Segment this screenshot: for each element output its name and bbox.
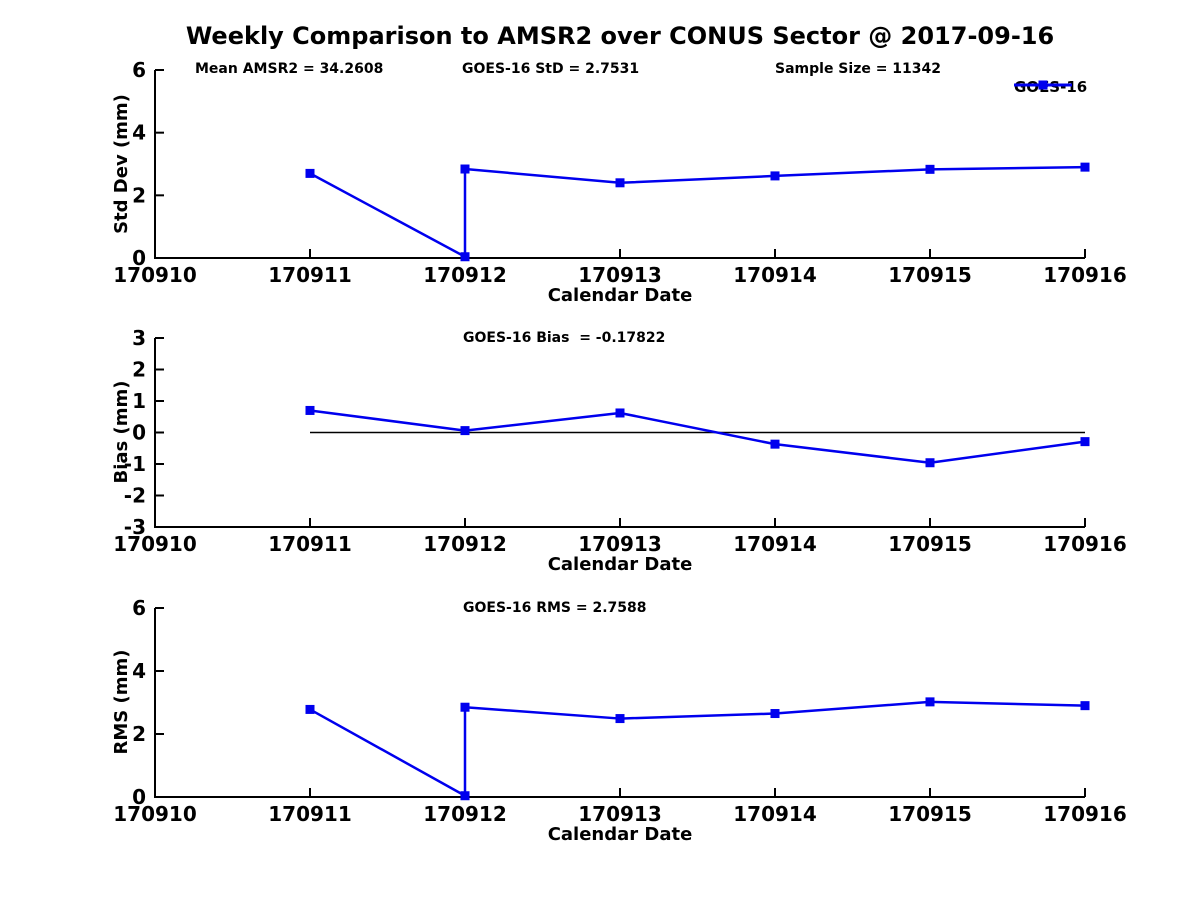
x-tick-label: 170916 <box>1043 263 1127 287</box>
xlabel-calendar-date-middle: Calendar Date <box>547 554 693 575</box>
annotation-goes16-rms: GOES-16 RMS = 2.7588 <box>463 600 647 616</box>
y-tick-label: 0 <box>132 246 146 270</box>
figure-title: Weekly Comparison to AMSR2 over CONUS Se… <box>185 22 1055 50</box>
data-marker <box>460 164 470 174</box>
y-tick-label: -1 <box>124 452 146 476</box>
x-tick-label: 170912 <box>423 263 507 287</box>
x-tick-label: 170911 <box>268 532 352 556</box>
annotation-mean-amsr2: Mean AMSR2 = 34.2608 <box>195 61 384 77</box>
data-marker <box>925 458 935 468</box>
x-tick-label: 170910 <box>113 802 197 826</box>
data-marker <box>770 439 780 449</box>
xlabel-calendar-date-top: Calendar Date <box>547 285 693 306</box>
x-tick-label: 170914 <box>733 532 817 556</box>
x-tick-label: 170915 <box>888 263 972 287</box>
x-tick-label: 170911 <box>268 802 352 826</box>
data-marker <box>1080 701 1090 711</box>
x-tick-label: 170911 <box>268 263 352 287</box>
annotation-sample-size: Sample Size = 11342 <box>775 61 942 77</box>
y-tick-label: 4 <box>132 659 146 683</box>
y-tick-label: 6 <box>132 58 146 82</box>
y-tick-label: 6 <box>132 596 146 620</box>
data-marker <box>1080 162 1090 172</box>
x-tick-label: 170910 <box>113 532 197 556</box>
x-tick-label: 170912 <box>423 802 507 826</box>
y-tick-label: 2 <box>132 358 146 382</box>
data-line-GOES-16 <box>309 165 1086 258</box>
data-line-GOES-16 <box>309 700 1086 797</box>
y-tick-label: -3 <box>124 515 146 539</box>
legend: GOES-16 <box>1014 78 1087 96</box>
axis-spines <box>154 70 1085 259</box>
data-marker <box>460 791 470 801</box>
data-marker <box>460 426 470 436</box>
x-tick-label: 170912 <box>423 532 507 556</box>
subplot-rms-panel: 0 2 4 6 170910 170911 170912 170913 170914 170915… <box>113 596 1127 826</box>
data-marker <box>925 164 935 174</box>
legend-entry-goes16: GOES-16 <box>1014 78 1088 96</box>
data-marker <box>305 405 315 415</box>
y-tick-label: 0 <box>132 785 146 809</box>
y-tick-label: 3 <box>132 326 146 350</box>
data-line-GOES-16 <box>309 409 1086 464</box>
data-marker <box>770 709 780 719</box>
data-marker <box>615 714 625 724</box>
x-tick-label: 170914 <box>733 802 817 826</box>
y-tick-label: 2 <box>132 183 146 207</box>
data-marker <box>615 408 625 418</box>
x-tick-label: 170913 <box>578 263 662 287</box>
legend-line-marker-icon <box>1014 80 1072 90</box>
x-tick-label: 170913 <box>578 532 662 556</box>
x-tick-label: 170916 <box>1043 532 1127 556</box>
annotation-goes16-std: GOES-16 StD = 2.7531 <box>462 61 640 77</box>
ylabel-rms: RMS (mm) <box>111 649 132 755</box>
data-marker <box>460 252 470 262</box>
y-tick-label: 2 <box>132 722 146 746</box>
x-tick-label: 170910 <box>113 263 197 287</box>
y-tick-label: 1 <box>132 389 146 413</box>
y-tick-label: 4 <box>132 121 146 145</box>
x-tick-label: 170915 <box>888 532 972 556</box>
data-marker <box>305 168 315 178</box>
x-tick-label: 170914 <box>733 263 817 287</box>
x-tick-label: 170916 <box>1043 802 1127 826</box>
data-marker <box>460 702 470 712</box>
y-tick-label: -2 <box>124 484 146 508</box>
data-marker <box>925 697 935 707</box>
x-tick-label: 170913 <box>578 802 662 826</box>
y-tick-label: 0 <box>132 421 146 445</box>
annotation-goes16-bias: GOES-16 Bias = -0.17822 <box>463 330 666 346</box>
data-marker <box>305 704 315 714</box>
data-marker <box>1080 437 1090 447</box>
data-marker <box>770 171 780 181</box>
xlabel-calendar-date-bottom: Calendar Date <box>547 824 693 845</box>
subplot-std-dev-panel: 0 2 4 6 170910 170911 170912 170913 170914 170915… <box>113 58 1127 287</box>
data-marker <box>615 178 625 188</box>
x-tick-label: 170915 <box>888 802 972 826</box>
